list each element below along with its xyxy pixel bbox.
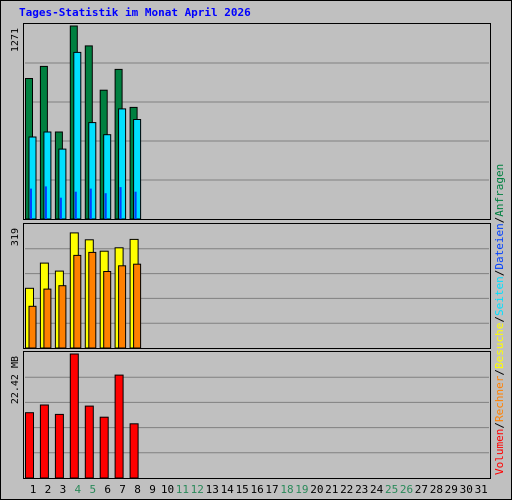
day-label-17: 17 — [265, 483, 278, 496]
bar-seiten-day-7 — [118, 108, 127, 220]
legend-item-dateien: Dateien — [493, 223, 506, 269]
legend-item-volumen: Volumen — [493, 429, 506, 475]
day-label-2: 2 — [45, 483, 52, 496]
day-label-3: 3 — [60, 483, 67, 496]
bar-volumen-day-4 — [69, 353, 79, 479]
day-label-5: 5 — [89, 483, 96, 496]
legend-separator: / — [493, 422, 506, 429]
bar-seiten-day-4 — [73, 51, 82, 220]
bar-dateien-day-6 — [104, 193, 107, 219]
bar-rechner-day-3 — [58, 285, 67, 349]
bar-volumen-day-5 — [84, 405, 94, 479]
bar-volumen-day-6 — [99, 416, 109, 479]
day-label-25: 25 — [385, 483, 398, 496]
day-label-29: 29 — [445, 483, 458, 496]
day-label-1: 1 — [30, 483, 37, 496]
day-label-9: 9 — [149, 483, 156, 496]
legend: Volumen/Rechner/Besuche/Seiten/Dateien/A… — [493, 164, 506, 475]
bar-dateien-day-2 — [44, 186, 47, 219]
bar-volumen-day-7 — [114, 374, 124, 479]
day-label-24: 24 — [370, 483, 384, 496]
bars — [25, 25, 142, 479]
day-label-14: 14 — [221, 483, 235, 496]
bar-rechner-day-2 — [43, 288, 52, 349]
day-label-12: 12 — [191, 483, 204, 496]
legend-item-seiten: Seiten — [493, 276, 506, 316]
bar-rechner-day-1 — [28, 305, 37, 349]
bar-seiten-day-5 — [88, 122, 97, 220]
day-label-30: 30 — [460, 483, 473, 496]
day-label-7: 7 — [119, 483, 126, 496]
day-label-21: 21 — [325, 483, 338, 496]
day-label-4: 4 — [74, 483, 81, 496]
bar-volumen-day-1 — [25, 412, 34, 479]
requests-panel: 1271 — [10, 23, 491, 220]
volume-axis-max: 22.42 MB — [10, 356, 21, 404]
bar-rechner-day-5 — [88, 251, 97, 349]
day-label-6: 6 — [104, 483, 111, 496]
requests-axis-max: 1271 — [10, 28, 21, 52]
day-label-15: 15 — [236, 483, 249, 496]
day-label-18: 18 — [280, 483, 293, 496]
legend-separator: / — [493, 316, 506, 323]
day-label-31: 31 — [475, 483, 488, 496]
bar-volumen-day-8 — [129, 423, 139, 479]
day-label-10: 10 — [161, 483, 174, 496]
legend-separator: / — [493, 217, 506, 224]
legend-separator: / — [493, 270, 506, 277]
day-label-27: 27 — [415, 483, 428, 496]
day-label-11: 11 — [176, 483, 189, 496]
day-labels: 1 2 3 4 5 6 7 8 9 10 11 12 13 14 15 16 17 18 19 20 21 22 23 24 2… — [30, 483, 488, 496]
visits-axis-max: 319 — [10, 228, 21, 246]
bar-seiten-day-6 — [103, 134, 112, 220]
legend-separator: / — [493, 369, 506, 376]
volume-panel: 22.42 MB — [10, 351, 491, 479]
bar-dateien-day-4 — [74, 191, 77, 219]
day-label-16: 16 — [250, 483, 263, 496]
day-label-26: 26 — [400, 483, 413, 496]
bar-volumen-day-3 — [54, 413, 64, 479]
bar-volumen-day-2 — [39, 404, 49, 479]
bar-seiten-day-3 — [58, 148, 67, 220]
legend-item-anfragen: Anfragen — [493, 164, 506, 217]
day-label-22: 22 — [340, 483, 353, 496]
day-label-20: 20 — [310, 483, 323, 496]
bar-rechner-day-8 — [133, 263, 142, 349]
legend-item-besuche: Besuche — [493, 323, 506, 369]
bar-dateien-day-5 — [89, 188, 92, 219]
bar-seiten-day-8 — [133, 119, 142, 220]
day-label-28: 28 — [430, 483, 443, 496]
bar-dateien-day-8 — [134, 191, 137, 219]
legend-item-rechner: Rechner — [493, 375, 506, 422]
day-label-13: 13 — [206, 483, 219, 496]
bar-rechner-day-6 — [103, 271, 112, 349]
day-label-23: 23 — [355, 483, 368, 496]
bar-dateien-day-7 — [119, 187, 122, 219]
day-label-8: 8 — [134, 483, 141, 496]
bar-dateien-day-3 — [59, 197, 62, 219]
bar-seiten-day-1 — [28, 136, 37, 220]
day-label-19: 19 — [295, 483, 308, 496]
bar-seiten-day-2 — [43, 131, 52, 220]
bar-rechner-day-4 — [73, 254, 82, 349]
bar-dateien-day-1 — [30, 188, 32, 219]
visits-panel: 319 — [10, 223, 491, 349]
chart-title: Tages-Statistik im Monat April 2026 — [19, 6, 251, 19]
bar-rechner-day-7 — [118, 265, 127, 349]
